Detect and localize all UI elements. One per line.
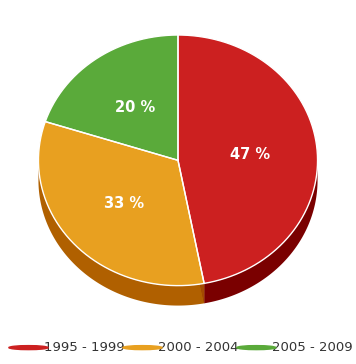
Polygon shape	[38, 122, 204, 286]
Polygon shape	[45, 35, 178, 160]
Text: 33 %: 33 %	[104, 196, 143, 211]
Circle shape	[9, 346, 48, 349]
Polygon shape	[38, 159, 204, 305]
Text: 1995 - 1999: 1995 - 1999	[44, 341, 125, 354]
Text: 2005 - 2009: 2005 - 2009	[272, 341, 353, 354]
Polygon shape	[204, 160, 318, 303]
Text: 47 %: 47 %	[230, 147, 270, 162]
Text: 2000 - 2004: 2000 - 2004	[158, 341, 239, 354]
Circle shape	[123, 346, 162, 349]
Polygon shape	[178, 160, 204, 303]
Polygon shape	[178, 35, 318, 284]
Polygon shape	[178, 160, 204, 303]
Circle shape	[237, 346, 276, 349]
Text: 20 %: 20 %	[115, 100, 156, 115]
